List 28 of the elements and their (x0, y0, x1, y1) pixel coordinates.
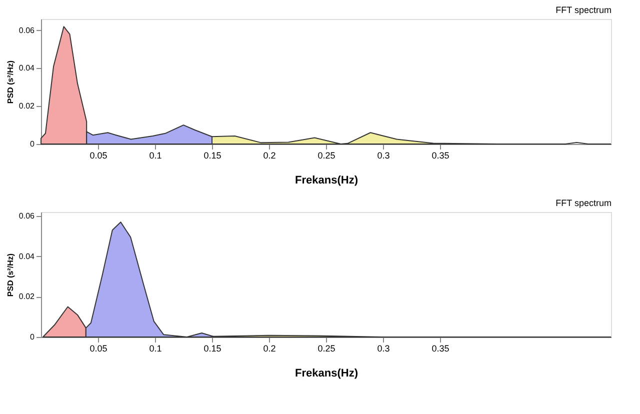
y-tick-label: 0.02 (18, 292, 36, 302)
y-tick-label: 0.04 (18, 64, 36, 73)
y-tick-label: 0 (30, 332, 36, 342)
x-tick-label: 0.3 (377, 344, 390, 354)
chart-title: FFT spectrum (556, 198, 612, 208)
x-tick-label: 0.25 (318, 150, 336, 160)
y-tick-label: 0.06 (18, 26, 36, 35)
x-tick-label: 0.15 (204, 344, 222, 354)
x-tick-label: 0.3 (377, 150, 390, 160)
x-axis-title: Frekans(Hz) (295, 368, 358, 380)
y-tick-label: 0.04 (18, 252, 36, 261)
x-axis-title: Frekans(Hz) (295, 174, 358, 186)
x-tick-label: 0.05 (90, 150, 108, 160)
x-tick-label: 0.2 (263, 150, 276, 160)
x-tick-label: 0.1 (149, 344, 162, 354)
x-tick-label: 0.35 (432, 150, 450, 160)
chart-title: FFT spectrum (556, 5, 612, 15)
x-tick-label: 0.1 (149, 150, 162, 160)
y-axis-title: PSD (s²/Hz) (6, 253, 15, 297)
y-tick-label: 0.02 (18, 102, 36, 111)
x-tick-label: 0.05 (90, 344, 108, 354)
y-tick-label: 0.06 (18, 212, 36, 221)
y-axis-title: PSD (s²/Hz) (6, 60, 15, 104)
x-tick-label: 0.15 (204, 150, 222, 160)
x-tick-label: 0.2 (263, 344, 276, 354)
x-tick-label: 0.25 (318, 344, 336, 354)
x-tick-label: 0.35 (432, 344, 450, 354)
y-tick-label: 0 (30, 140, 36, 148)
